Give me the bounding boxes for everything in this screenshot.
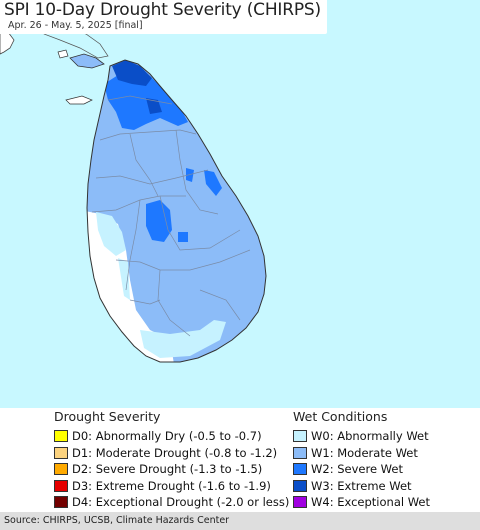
legend-item-w0: W0: Abnormally Wet [293,428,430,445]
legend-swatch-w1 [293,446,307,459]
region-w2-east [204,170,222,196]
region-w2-central-2 [186,168,194,182]
legend-item-w2: W2: Severe Wet [293,461,430,478]
legend-item-d2: D2: Severe Drought (-1.3 to -1.5) [54,461,289,478]
region-w2-north [104,70,188,130]
legend-item-w1: W1: Moderate Wet [293,445,430,462]
region-w0-sw-strip [118,258,130,300]
legend-swatch-w3 [293,479,307,492]
map-title: SPI 10-Day Drought Severity (CHIRPS) [4,0,321,20]
sri-lanka-map [0,19,267,363]
legend-swatch-w0 [293,430,307,443]
legend-label-d4: D4: Exceptional Drought (-2.0 or less) [72,495,290,510]
legend-label-d0: D0: Abnormally Dry (-0.5 to -0.7) [72,429,262,444]
mannar-island [65,95,93,105]
island-coastline [86,59,267,363]
legend-label-w1: W1: Moderate Wet [311,445,418,460]
legend: Drought Severity D0: Abnormally Dry (-0.… [0,408,480,512]
region-w3-north-2 [146,98,162,114]
legend-item-w3: W3: Extreme Wet [293,478,430,495]
legend-item-d1: D1: Moderate Drought (-0.8 to -1.2) [54,445,289,462]
legend-item-d4: D4: Exceptional Drought (-2.0 or less) [54,494,289,511]
jaffna-islets [69,53,105,69]
map-area: SPI 10-Day Drought Severity (CHIRPS) Apr… [0,0,480,408]
region-w2-central [146,200,172,242]
island-outline [87,60,266,362]
legend-swatch-d4 [54,496,68,509]
legend-label-d2: D2: Severe Drought (-1.3 to -1.5) [72,462,263,477]
jaffna-islet-2 [57,49,69,59]
footer: Source: CHIRPS, UCSB, Climate Hazards Ce… [0,512,480,530]
legend-wet-heading: Wet Conditions [293,409,388,424]
legend-label-w0: W0: Abnormally Wet [311,429,429,444]
legend-label-d1: D1: Moderate Drought (-0.8 to -1.2) [72,445,278,460]
region-w0-west [96,212,126,256]
legend-swatch-d2 [54,463,68,476]
legend-label-d3: D3: Extreme Drought (-1.6 to -1.9) [72,478,271,493]
region-w3-north [112,60,152,86]
legend-wet: Wet Conditions W0: Abnormally Wet W1: Mo… [293,408,430,511]
map-subtitle: Apr. 26 - May. 5, 2025 [final] [8,20,143,31]
legend-item-d3: D3: Extreme Drought (-1.6 to -1.9) [54,478,289,495]
legend-label-w4: W4: Exceptional Wet [311,495,430,510]
legend-label-w2: W2: Severe Wet [311,462,403,477]
legend-swatch-w2 [293,463,307,476]
title-box: SPI 10-Day Drought Severity (CHIRPS) Apr… [0,0,327,34]
source-text: Source: CHIRPS, UCSB, Climate Hazards Ce… [4,515,230,526]
legend-swatch-d0 [54,430,68,443]
legend-label-w3: W3: Extreme Wet [311,478,412,493]
legend-swatch-w4 [293,496,307,509]
legend-drought: Drought Severity D0: Abnormally Dry (-0.… [54,408,289,511]
legend-swatch-d3 [54,479,68,492]
region-w0-south [140,320,226,358]
legend-item-w4: W4: Exceptional Wet [293,494,430,511]
legend-swatch-d1 [54,446,68,459]
legend-drought-heading: Drought Severity [54,409,161,424]
legend-item-d0: D0: Abnormally Dry (-0.5 to -0.7) [54,428,289,445]
region-w2-central-3 [178,232,188,242]
district-boundaries [91,95,251,337]
